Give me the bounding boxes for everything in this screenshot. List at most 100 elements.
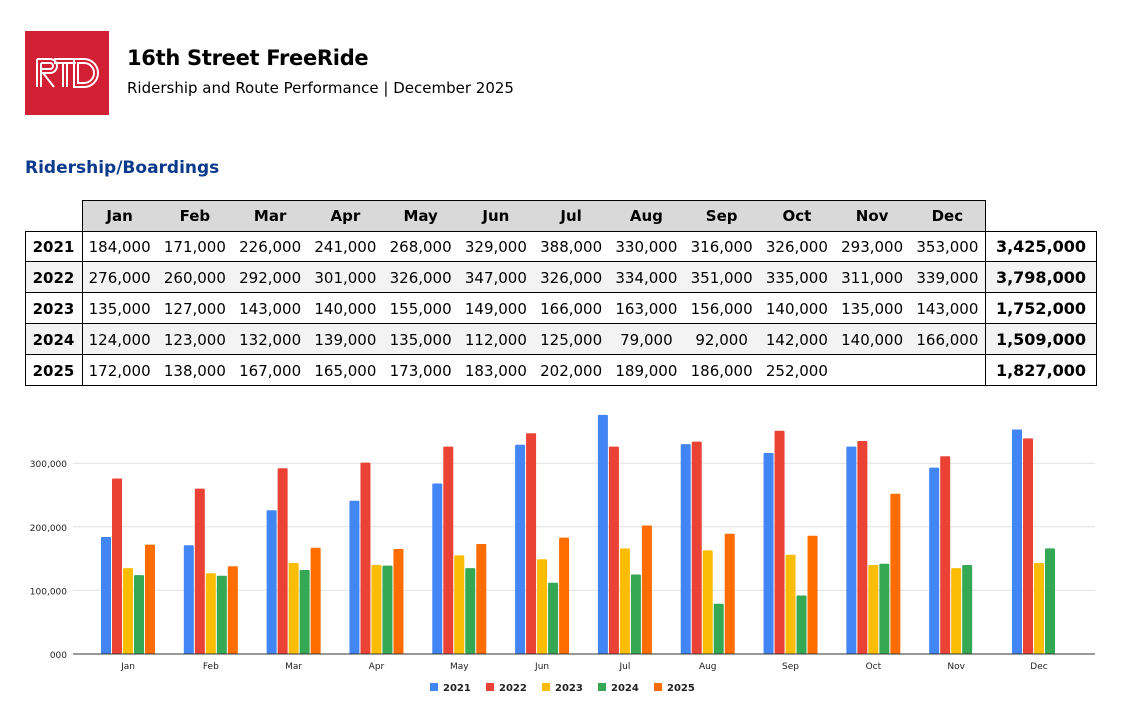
x-tick-label: Dec [1030, 662, 1047, 672]
ridership-cell: 167,000 [239, 361, 302, 380]
bar-2021-Sep [763, 453, 774, 654]
ridership-cell: 125,000 [540, 330, 603, 349]
bar-2025-Sep [807, 535, 818, 654]
legend-swatch-2021 [430, 683, 438, 691]
year-total: 3,425,000 [995, 237, 1087, 256]
bar-2024-Mar [299, 570, 310, 654]
bar-2025-Aug [724, 533, 735, 654]
ridership-cell: 329,000 [464, 237, 527, 256]
bar-2022-Sep [774, 430, 785, 654]
x-tick-label: Jan [120, 662, 135, 672]
bar-2023-Jan [123, 568, 133, 654]
bar-2023-Nov [951, 568, 962, 654]
ridership-cell: 171,000 [163, 237, 226, 256]
bar-2022-Aug [691, 441, 702, 654]
bar-2023-Mar [288, 563, 299, 654]
year-total: 3,798,000 [995, 268, 1087, 287]
bar-2023-May [454, 555, 465, 654]
bar-2022-Jul [608, 446, 619, 654]
bar-2022-Dec [1023, 438, 1033, 654]
bar-2021-Jul [597, 414, 608, 654]
ridership-cell: 186,000 [690, 361, 753, 380]
ridership-cell: 183,000 [464, 361, 527, 380]
bar-2021-Mar [266, 510, 277, 654]
x-tick-label: Jun [534, 662, 549, 672]
bar-2023-Apr [371, 564, 382, 654]
bar-2024-May [465, 568, 476, 654]
bar-2023-Jun [537, 559, 548, 654]
ridership-cell: 143,000 [239, 299, 302, 318]
table-row-2023 [25, 293, 1097, 324]
ridership-cell: 135,000 [88, 299, 151, 318]
ridership-cell: 184,000 [88, 237, 151, 256]
ridership-cell: 165,000 [314, 361, 377, 380]
month-header: Oct [782, 206, 812, 225]
month-header: Apr [330, 206, 361, 225]
ridership-cell: 347,000 [464, 268, 527, 287]
ridership-cell: 123,000 [163, 330, 226, 349]
ridership-cell: 335,000 [765, 268, 828, 287]
legend-swatch-2024 [598, 683, 606, 691]
y-tick-label: 300,000 [30, 460, 67, 470]
month-header: Jun [482, 206, 510, 225]
bar-2023-Sep [785, 554, 796, 654]
legend-label: 2025 [667, 683, 695, 694]
legend-label: 2022 [499, 683, 527, 694]
ridership-cell: 155,000 [389, 299, 452, 318]
bar-2022-Oct [857, 440, 868, 654]
ridership-cell: 330,000 [615, 237, 678, 256]
x-tick-label: Aug [699, 662, 717, 672]
ridership-cell: 143,000 [916, 299, 979, 318]
ridership-cell: 140,000 [841, 330, 904, 349]
table-divider [82, 231, 83, 386]
bar-2022-Jan [112, 478, 122, 654]
legend-swatch-2025 [654, 683, 662, 691]
month-header: Jul [560, 206, 582, 225]
bar-2021-Aug [680, 444, 691, 654]
table-row-2024 [25, 324, 1097, 355]
ridership-cell: 132,000 [239, 330, 302, 349]
ridership-cell: 316,000 [690, 237, 753, 256]
bar-2024-Dec [1045, 548, 1055, 654]
bar-2025-Oct [890, 493, 901, 654]
ridership-cell: 301,000 [314, 268, 377, 287]
bar-2021-Feb [183, 545, 194, 654]
bar-2024-Jan [134, 575, 144, 654]
bar-2025-May [476, 543, 487, 654]
ridership-cell: 173,000 [389, 361, 452, 380]
x-tick-label: May [450, 662, 469, 672]
bar-2024-Sep [796, 595, 807, 654]
bar-2021-Jan [101, 536, 111, 654]
legend-swatch-2023 [542, 683, 550, 691]
ridership-cell: 112,000 [464, 330, 527, 349]
bar-2021-Nov [929, 467, 940, 654]
ridership-cell: 293,000 [841, 237, 904, 256]
year-label: 2023 [32, 299, 75, 318]
y-tick-label: 000 [50, 651, 67, 661]
ridership-cell: 326,000 [389, 268, 452, 287]
y-tick-label: 100,000 [30, 587, 67, 597]
bar-2021-May [432, 483, 443, 654]
rtd-logo-icon [36, 58, 99, 88]
table-divider [985, 200, 986, 386]
ridership-cell: 142,000 [765, 330, 828, 349]
ridership-cell: 326,000 [540, 268, 603, 287]
ridership-cell: 135,000 [389, 330, 452, 349]
bar-2021-Dec [1012, 429, 1022, 654]
bar-2022-Mar [277, 468, 288, 654]
year-total: 1,827,000 [995, 361, 1087, 380]
bar-2021-Oct [846, 446, 857, 654]
year-label: 2025 [32, 361, 75, 380]
bar-2022-May [443, 446, 454, 654]
bar-2021-Jun [515, 444, 526, 654]
month-header: Sep [705, 206, 738, 225]
bar-2024-Jun [548, 582, 559, 654]
ridership-cell: 149,000 [464, 299, 527, 318]
ridership-cell: 127,000 [163, 299, 226, 318]
bar-2023-Aug [702, 550, 713, 654]
bar-2023-Feb [205, 573, 216, 654]
year-label: 2024 [32, 330, 75, 349]
bar-2024-Oct [879, 563, 890, 654]
ridership-cell: 135,000 [841, 299, 904, 318]
bar-2022-Apr [360, 462, 371, 654]
